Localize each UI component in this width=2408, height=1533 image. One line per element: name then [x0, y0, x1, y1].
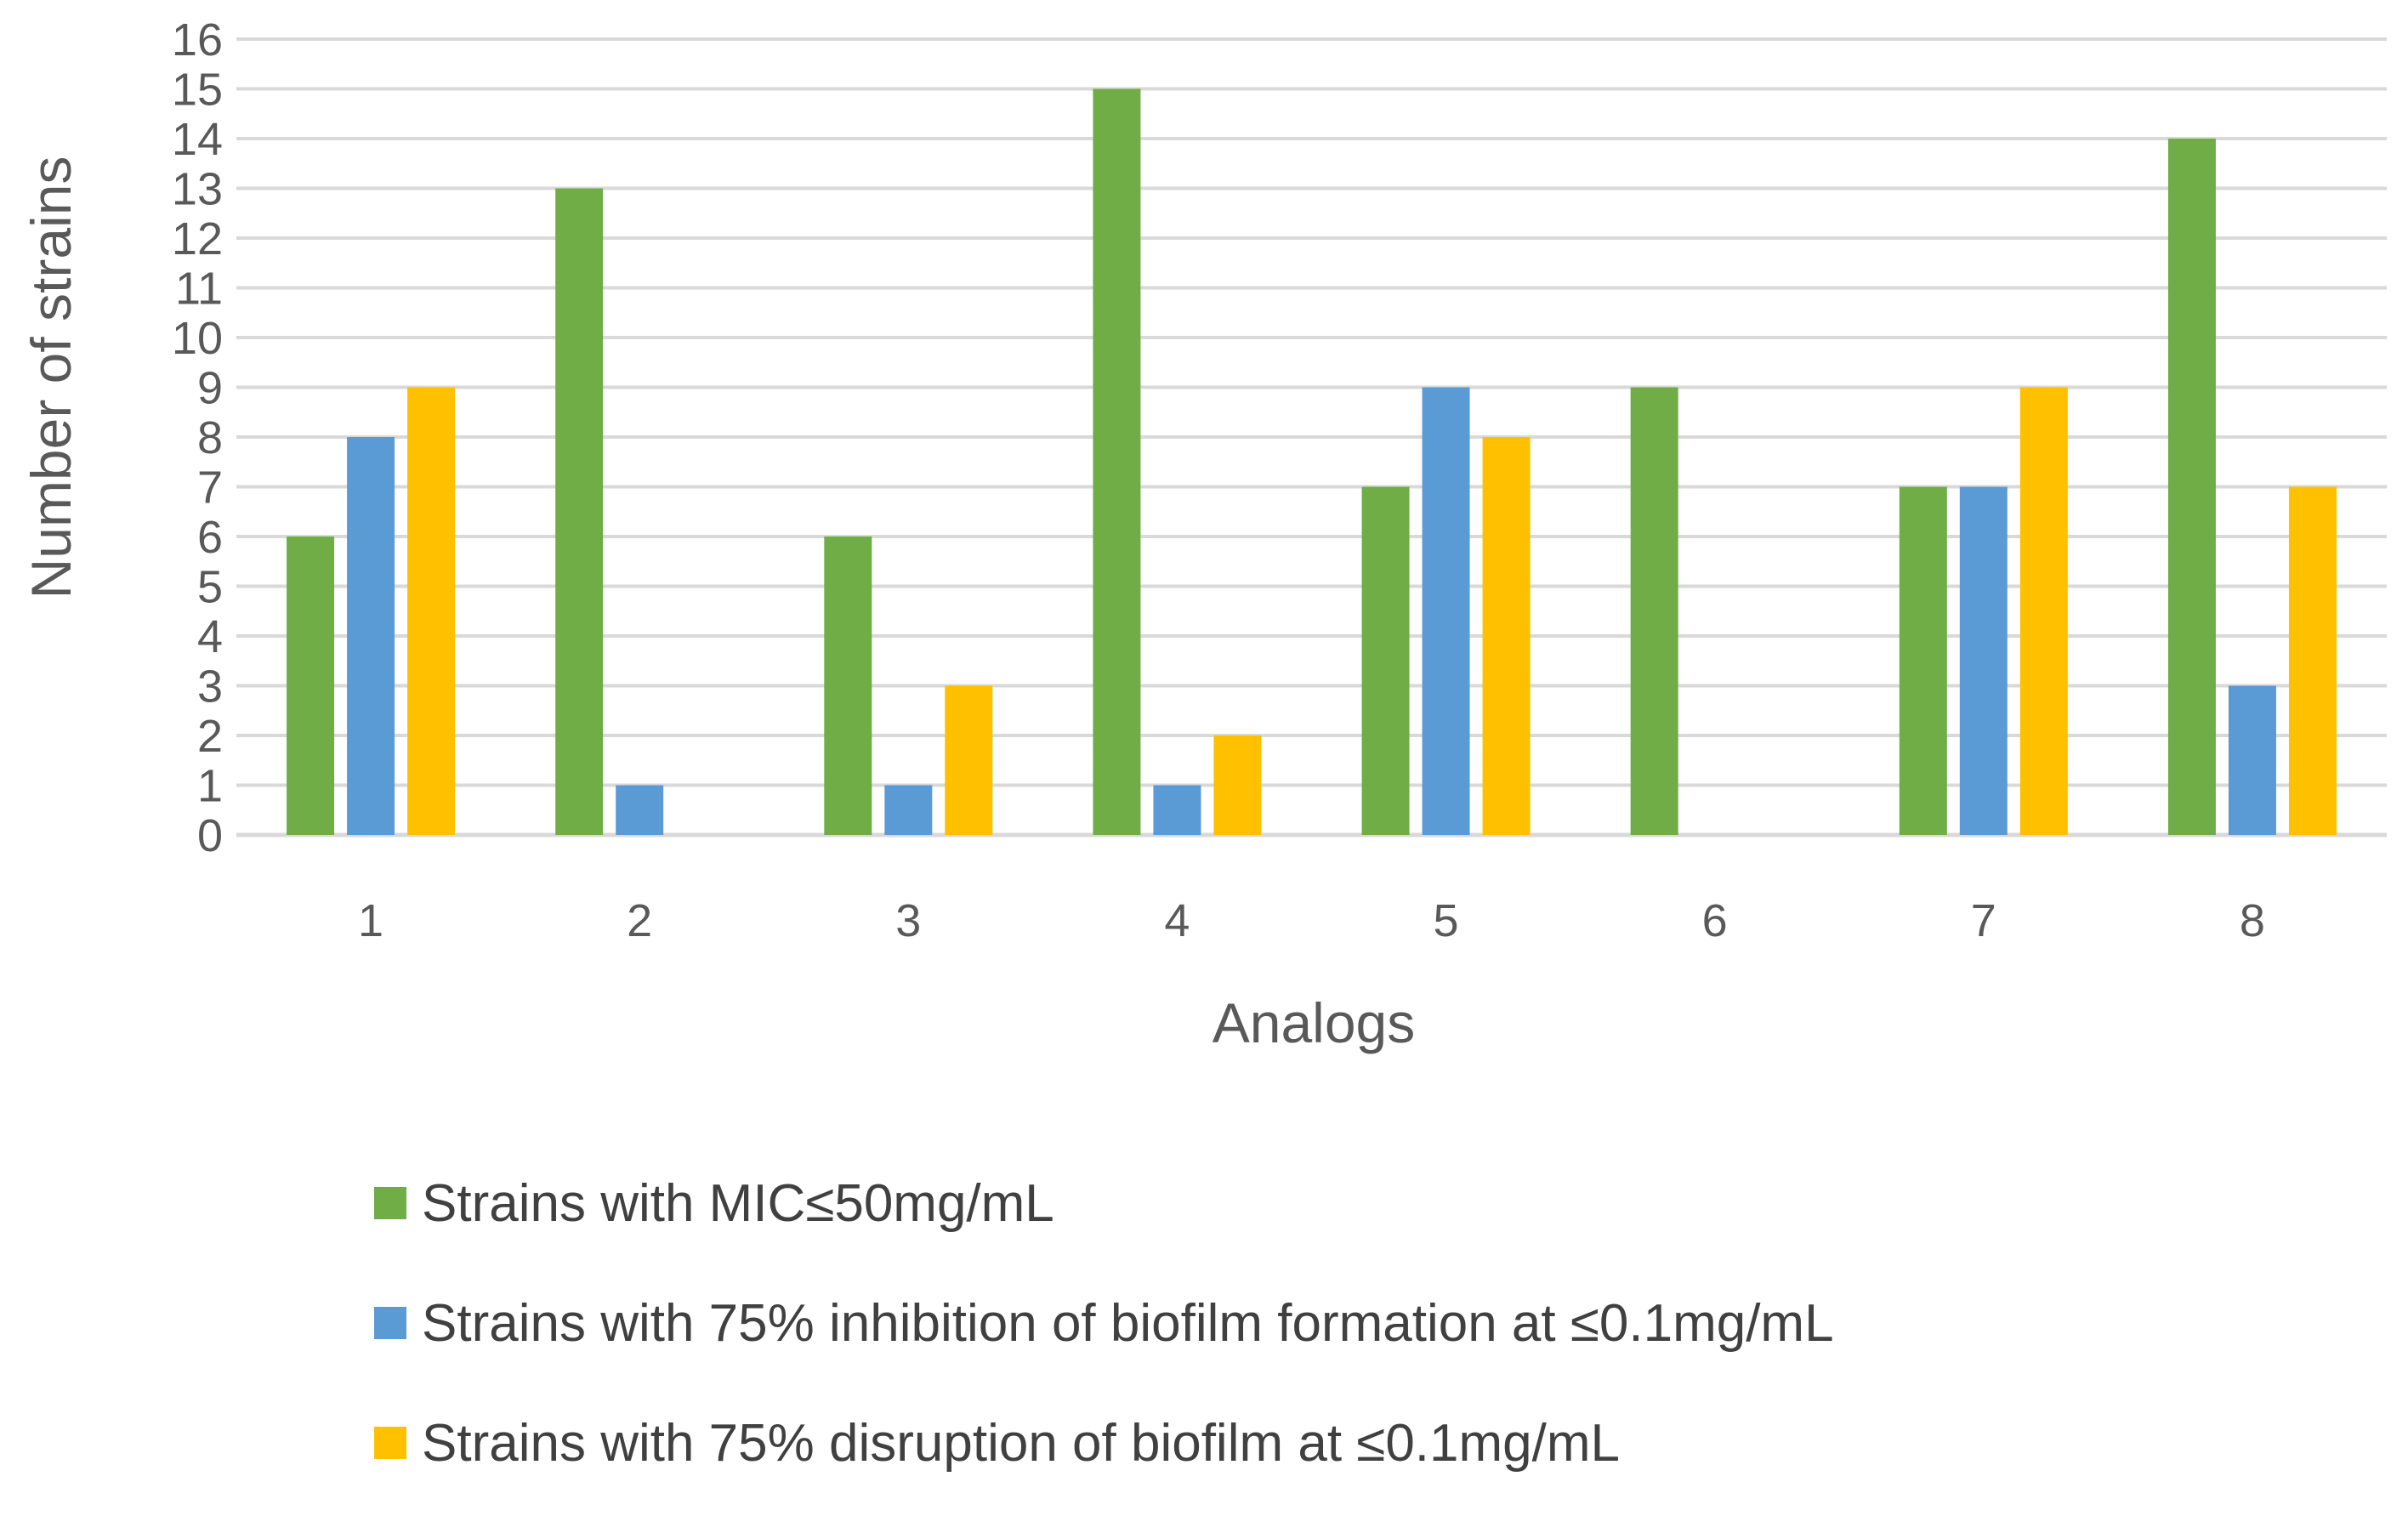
x-axis-ticks: 1 2 3 4 5 6 7 8	[358, 895, 2265, 946]
x-tick-label: 8	[2240, 895, 2265, 946]
bar-strains-with-75-disruption-7	[2019, 387, 2068, 835]
bar-strains-with-mic50mgml-1	[287, 537, 335, 835]
legend: Strains with MIC≤50mg/mL Strains with 75%…	[374, 1173, 2330, 1533]
x-axis-title: Analogs	[1213, 991, 1416, 1054]
y-tick-label: 7	[197, 463, 223, 514]
bar-strains-with-75-inhibition-7	[1959, 486, 2008, 835]
bar-strains-with-75-inhibition-1	[347, 437, 395, 835]
y-tick-label: 2	[197, 711, 223, 762]
bar-strains-with-75-disruption-5	[1482, 437, 1531, 835]
bar-strains-with-75-disruption-8	[2288, 486, 2337, 835]
bar-strains-with-mic50mgml-8	[2167, 139, 2216, 835]
y-tick-label: 6	[197, 512, 223, 563]
bar-strains-with-mic50mgml-6	[1630, 387, 1678, 835]
y-tick-label: 16	[172, 14, 223, 65]
legend-item: Strains with MIC≤50mg/mL	[374, 1173, 2330, 1233]
y-tick-label: 5	[197, 562, 223, 613]
y-tick-label: 9	[197, 363, 223, 414]
bar-strains-with-75-disruption-1	[407, 387, 456, 835]
y-tick-label: 4	[197, 611, 223, 662]
y-tick-label: 12	[172, 213, 223, 264]
x-tick-label: 3	[895, 895, 921, 946]
bar-strains-with-75-inhibition-8	[2228, 685, 2276, 835]
y-tick-label: 3	[197, 661, 223, 713]
x-tick-label: 5	[1434, 895, 1459, 946]
legend-label: Strains with 75% disruption of biofilm a…	[422, 1413, 1620, 1473]
y-tick-label: 11	[175, 264, 223, 315]
y-tick-label: 15	[172, 65, 223, 116]
x-tick-label: 7	[1971, 895, 1996, 946]
bar-strains-with-75-inhibition-5	[1422, 387, 1470, 835]
y-tick-label: 13	[172, 164, 223, 215]
x-tick-label: 2	[627, 895, 652, 946]
y-tick-label: 0	[197, 810, 223, 861]
legend-label: Strains with MIC≤50mg/mL	[422, 1173, 1054, 1233]
bar-strains-with-mic50mgml-4	[1093, 88, 1141, 835]
bars	[287, 88, 2337, 835]
y-axis-title: Number of strains	[20, 156, 82, 599]
bar-strains-with-75-disruption-3	[945, 685, 993, 835]
legend-label: Strains with 75% inhibition of biofilm f…	[422, 1293, 1834, 1353]
bar-strains-with-mic50mgml-3	[824, 537, 872, 835]
legend-swatch	[374, 1307, 406, 1339]
bar-strains-with-mic50mgml-5	[1361, 486, 1410, 835]
bar-strains-with-mic50mgml-2	[555, 188, 604, 835]
legend-swatch	[374, 1427, 406, 1459]
y-tick-label: 10	[172, 313, 223, 364]
legend-swatch	[374, 1187, 406, 1219]
y-tick-label: 1	[197, 761, 223, 812]
y-tick-label: 8	[197, 412, 223, 463]
x-tick-label: 6	[1702, 895, 1728, 946]
bar-strains-with-mic50mgml-7	[1899, 486, 1947, 835]
bar-strains-with-75-inhibition-3	[884, 785, 933, 835]
bar-strains-with-75-disruption-4	[1213, 735, 1262, 835]
x-tick-label: 4	[1164, 895, 1190, 946]
y-tick-label: 14	[172, 114, 223, 165]
legend-item: Strains with 75% inhibition of biofilm f…	[374, 1293, 2330, 1353]
x-tick-label: 1	[358, 895, 383, 946]
legend-item: Strains with 75% disruption of biofilm a…	[374, 1413, 2330, 1473]
bar-strains-with-75-inhibition-2	[616, 785, 664, 835]
bar-strains-with-75-inhibition-4	[1153, 785, 1201, 835]
